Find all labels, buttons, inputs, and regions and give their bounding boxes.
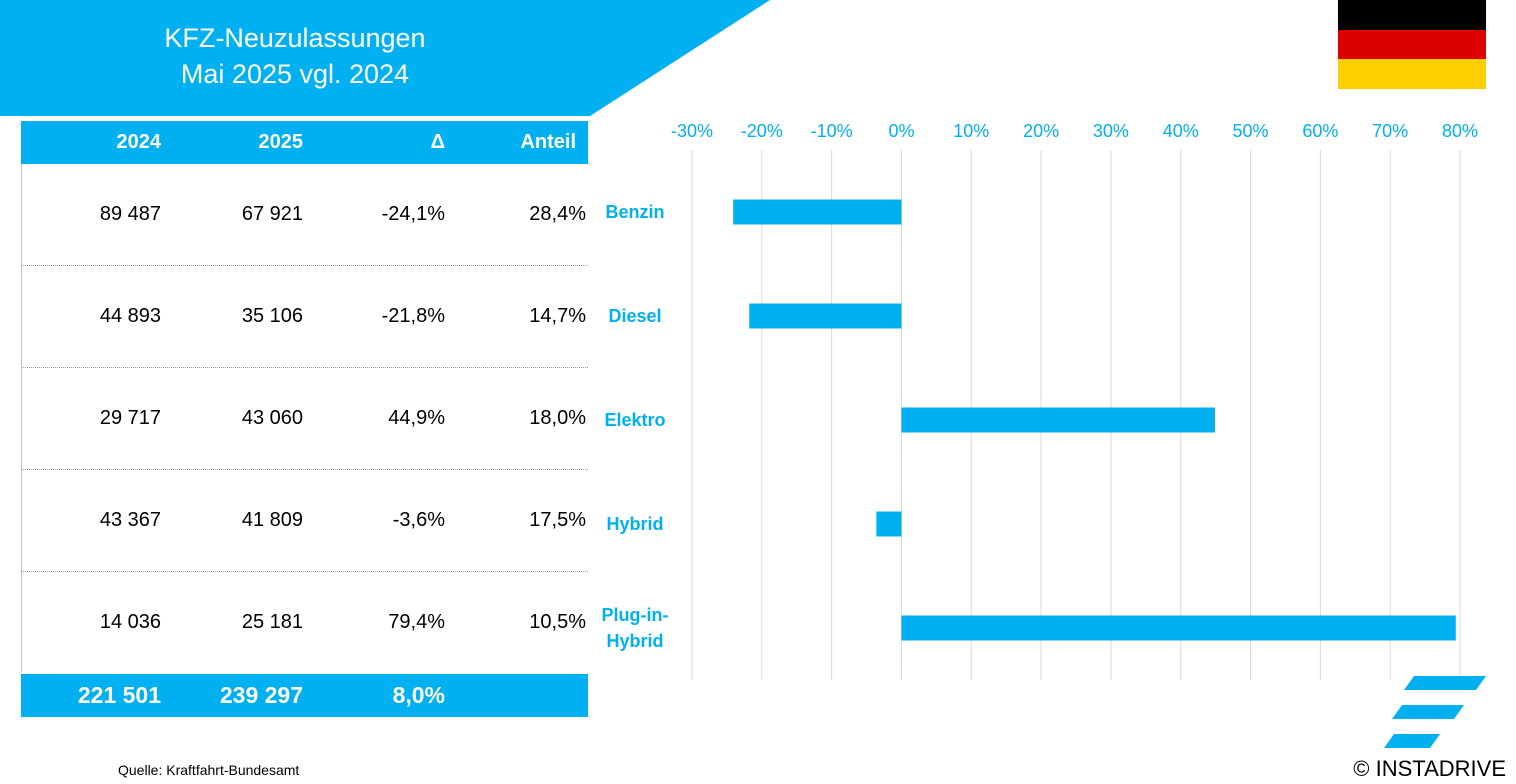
- logo-stripe-3: [1384, 734, 1440, 748]
- table-left-border: [21, 164, 22, 672]
- table-row: 89 487 67 921 -24,1% 28,4%: [21, 164, 588, 266]
- table-row: 29 717 43 060 44,9% 18,0%: [21, 368, 588, 470]
- copyright-text: © INSTADRIVE: [1353, 756, 1506, 781]
- cell-2024: 29 717: [99, 407, 161, 429]
- change-bar-chart: -30% -20% -10% 0% 10% 20% 30% 40% 50% 60% 70% 80% Be…: [602, 121, 1478, 680]
- cell-delta: -24,1%: [381, 203, 445, 225]
- category-label: Diesel: [608, 306, 661, 326]
- cell-2025: 67 921: [241, 203, 303, 225]
- cell-anteil: 18,0%: [529, 407, 586, 429]
- cell-delta: 79,4%: [388, 611, 445, 633]
- german-flag-icon: [1338, 0, 1486, 89]
- x-tick-label: 0%: [888, 121, 914, 141]
- logo-stripe-1: [1404, 676, 1486, 690]
- cell-delta: 44,9%: [388, 407, 445, 429]
- cell-anteil: 28,4%: [529, 203, 586, 225]
- title-banner-shape: [0, 0, 770, 116]
- page-title: KFZ-Neuzulassungen Mai 2025 vgl. 2024: [0, 20, 590, 92]
- x-tick-label: -20%: [741, 121, 783, 141]
- header-2025: 2025: [258, 131, 304, 153]
- category-label-line: Elektro: [604, 410, 665, 430]
- x-tick-label: 70%: [1372, 121, 1408, 141]
- x-tick-label: 50%: [1233, 121, 1269, 141]
- cell-anteil: 17,5%: [529, 509, 586, 531]
- x-tick-label: 80%: [1442, 121, 1478, 141]
- x-tick-label: 40%: [1163, 121, 1199, 141]
- bar: [876, 511, 902, 537]
- cell-2024: 43 367: [99, 509, 161, 531]
- title-banner: [0, 0, 770, 116]
- category-label: Hybrid: [606, 514, 663, 534]
- cell-2025: 41 809: [241, 509, 303, 531]
- category-label-line: Hybrid: [606, 631, 663, 651]
- category-label: Benzin: [605, 202, 664, 222]
- bar: [901, 407, 1215, 433]
- category-label-line: Diesel: [608, 306, 661, 326]
- table-total-row: 221 501 239 297 8,0%: [21, 674, 588, 717]
- header-anteil: Anteil: [520, 131, 576, 153]
- bar: [901, 615, 1456, 641]
- registrations-table: 2024 2025 Δ Anteil 89 487 67 921 -24,1% …: [21, 121, 588, 717]
- category-label: Plug-in- Hybrid: [602, 605, 669, 651]
- flag-stripe-gold: [1338, 59, 1486, 89]
- category-label-line: Benzin: [605, 202, 664, 222]
- title-line-2: Mai 2025 vgl. 2024: [180, 59, 410, 89]
- table-row: 14 036 25 181 79,4% 10,5%: [21, 572, 588, 673]
- x-tick-label: -10%: [811, 121, 853, 141]
- x-tick-label: 30%: [1093, 121, 1129, 141]
- category-label-line: Hybrid: [606, 514, 663, 534]
- cell-delta: -3,6%: [392, 509, 445, 531]
- x-tick-label: -30%: [671, 121, 713, 141]
- logo-stripe-2: [1392, 705, 1464, 719]
- cell-2025: 25 181: [241, 611, 303, 633]
- table-row: 43 367 41 809 -3,6% 17,5%: [21, 470, 588, 572]
- title-line-1: KFZ-Neuzulassungen: [164, 23, 426, 53]
- table-row: 44 893 35 106 -21,8% 14,7%: [21, 266, 588, 368]
- cell-2024: 89 487: [99, 203, 161, 225]
- cell-2025: 43 060: [241, 407, 303, 429]
- header-2024: 2024: [116, 131, 162, 153]
- total-2025: 239 297: [219, 682, 303, 708]
- total-2024: 221 501: [77, 682, 161, 708]
- cell-2024: 44 893: [99, 305, 161, 327]
- flag-stripe-red: [1338, 29, 1486, 60]
- instadrive-logo-icon: [1384, 676, 1486, 748]
- bar: [749, 303, 902, 329]
- header-delta: Δ: [430, 131, 445, 153]
- table-header-row: 2024 2025 Δ Anteil: [21, 121, 588, 164]
- x-tick-label: 60%: [1302, 121, 1338, 141]
- cell-2024: 14 036: [99, 611, 161, 633]
- category-label: Elektro: [604, 410, 665, 430]
- cell-anteil: 10,5%: [529, 611, 586, 633]
- category-label-line: Plug-in-: [602, 605, 669, 625]
- source-text: Quelle: Kraftfahrt-Bundesamt: [118, 762, 300, 778]
- x-tick-label: 20%: [1023, 121, 1059, 141]
- flag-stripe-black: [1338, 0, 1486, 30]
- total-delta: 8,0%: [392, 682, 445, 708]
- bar: [733, 199, 902, 225]
- cell-2025: 35 106: [241, 305, 303, 327]
- cell-anteil: 14,7%: [529, 305, 586, 327]
- x-tick-label: 10%: [953, 121, 989, 141]
- cell-delta: -21,8%: [381, 305, 445, 327]
